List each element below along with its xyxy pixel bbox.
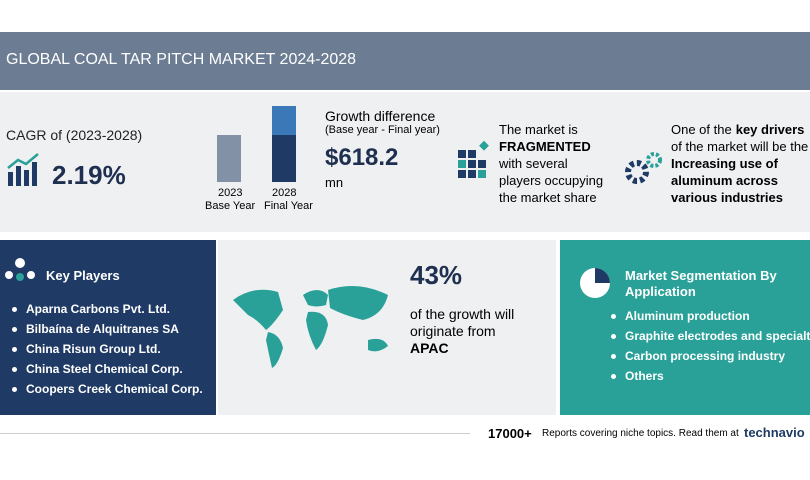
bar-2023 bbox=[217, 135, 241, 182]
player-item: Aparna Carbons Pvt. Ltd. bbox=[10, 299, 203, 319]
player-item: China Risun Group Ltd. bbox=[10, 339, 203, 359]
footer-brand: technavio bbox=[744, 425, 805, 440]
growth-value: $618.2 bbox=[325, 144, 399, 171]
world-map bbox=[233, 286, 388, 368]
drivers-text: One of the key drivers of the market will … bbox=[671, 121, 808, 206]
segment-item: Carbon processing industry bbox=[609, 346, 810, 366]
bar-year: 2023 bbox=[218, 187, 243, 199]
segment-item: Aluminum production bbox=[609, 306, 810, 326]
player-item: Bilbaína de Alquitranes SA bbox=[10, 319, 203, 339]
bar-label: Base Year bbox=[205, 200, 256, 212]
header-title: GLOBAL COAL TAR PITCH MARKET 2024-2028 bbox=[6, 51, 357, 68]
region-line: of the growth will bbox=[410, 306, 515, 322]
footer-text: Reports covering niche topics. Read them… bbox=[542, 428, 739, 439]
drivers-line: of the market will be the bbox=[671, 139, 809, 154]
region-name: APAC bbox=[410, 340, 449, 356]
region-panel: 43% of the growth will originate from AP… bbox=[218, 240, 556, 415]
drivers-line: various industries bbox=[671, 190, 783, 205]
bar-label: Final Year bbox=[264, 200, 313, 212]
drivers-icon bbox=[625, 152, 662, 184]
growth-title: Growth difference bbox=[325, 108, 436, 124]
pie-icon bbox=[580, 268, 610, 298]
growth-subtitle: (Base year - Final year) bbox=[325, 124, 440, 136]
market-line: The market is bbox=[499, 122, 578, 137]
cagr-value: 2.19% bbox=[52, 160, 126, 190]
segment-item: Graphite electrodes and specialty bbox=[609, 326, 810, 346]
players-title: Key Players bbox=[46, 268, 120, 283]
market-text: The market is FRAGMENTED with several playe… bbox=[499, 121, 603, 206]
drivers-line: Increasing use of bbox=[671, 156, 778, 171]
header-bar bbox=[0, 32, 810, 90]
drivers-intro: One of the bbox=[671, 122, 732, 137]
drivers-line: aluminum across bbox=[671, 173, 778, 188]
footer-rule bbox=[0, 433, 470, 434]
players-icon bbox=[5, 258, 35, 281]
segmentation-panel: Market Segmentation By Application Alumi… bbox=[560, 240, 810, 415]
bar-2028-growth bbox=[272, 106, 296, 135]
cagr-label: CAGR of (2023-2028) bbox=[6, 127, 143, 143]
cagr-icon bbox=[7, 153, 39, 186]
stats-band bbox=[0, 92, 810, 232]
segmentation-title: Market Segmentation By bbox=[625, 268, 777, 283]
region-line: originate from bbox=[410, 323, 496, 339]
drivers-key: key drivers bbox=[735, 122, 805, 137]
growth-unit: mn bbox=[325, 175, 344, 190]
drivers-line: One of the key drivers bbox=[671, 121, 808, 138]
fragment-icon bbox=[458, 140, 489, 178]
players-panel: Key Players Aparna Carbons Pvt. Ltd. Bilb… bbox=[0, 240, 216, 415]
market-line: players occupying bbox=[499, 173, 604, 188]
market-line: with several bbox=[499, 156, 568, 171]
segment-item: Others bbox=[609, 366, 810, 386]
market-line: FRAGMENTED bbox=[499, 139, 591, 154]
bar-2028-base bbox=[272, 135, 296, 182]
footer-count: 17000+ bbox=[488, 426, 532, 441]
region-percent: 43% bbox=[410, 260, 463, 290]
segmentation-title: Application bbox=[625, 284, 696, 299]
bar-year: 2028 bbox=[272, 187, 297, 199]
segmentation-list: Aluminum production Graphite electrodes a… bbox=[609, 306, 810, 386]
player-item: Coopers Creek Chemical Corp. bbox=[10, 379, 203, 399]
player-item: China Steel Chemical Corp. bbox=[10, 359, 203, 379]
market-line: the market share bbox=[499, 190, 597, 205]
players-list: Aparna Carbons Pvt. Ltd. Bilbaína de Alqu… bbox=[10, 299, 203, 399]
